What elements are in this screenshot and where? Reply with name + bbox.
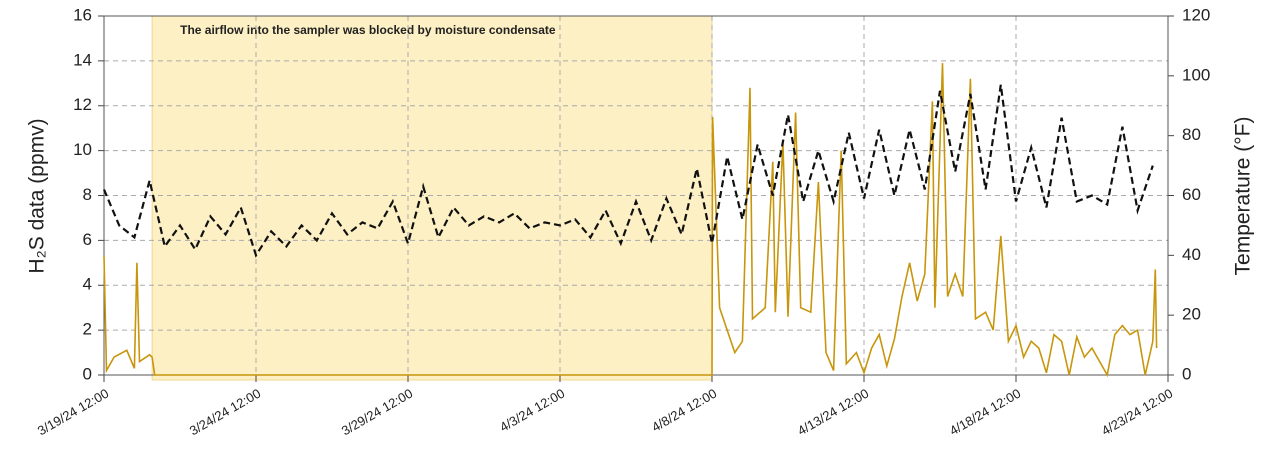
y2-tick-label: 0 [1182,364,1191,383]
y-tick-label: 16 [73,5,92,24]
y-tick-label: 8 [83,185,92,204]
y-tick-label: 6 [83,230,92,249]
x-tick-label: 3/29/24 12:00 [339,386,415,439]
y2-tick-label: 100 [1182,65,1210,84]
y2-axis-label: Temperature (°F) [1232,117,1255,276]
y2-tick-label: 40 [1182,245,1201,264]
y-axis-label: H₂S data (ppmv) [26,118,49,273]
y-tick-label: 12 [73,95,92,114]
x-tick-label: 4/23/24 12:00 [1099,386,1175,439]
y2-tick-label: 20 [1182,305,1201,324]
x-tick-label: 4/8/24 12:00 [649,386,719,435]
series-line [103,63,1158,378]
blocked-period [151,15,713,381]
y-tick-label: 0 [83,364,92,383]
x-tick-label: 3/24/24 12:00 [187,386,263,439]
x-tick-label: 3/19/24 12:00 [35,386,111,439]
y-tick-label: 2 [83,320,92,339]
series-line [102,84,1154,258]
y-tick-label: 4 [83,275,92,294]
y2-tick-label: 60 [1182,185,1201,204]
y-tick-label: 10 [73,140,92,159]
x-tick-label: 4/18/24 12:00 [947,386,1023,439]
y2-tick-label: 80 [1182,125,1201,144]
y2-tick-label: 120 [1182,5,1210,24]
x-tick-label: 4/13/24 12:00 [795,386,871,439]
y-tick-label: 14 [73,50,92,69]
annotation: The airflow into the sampler was blocked… [180,23,556,37]
x-tick-label: 4/3/24 12:00 [497,386,567,435]
